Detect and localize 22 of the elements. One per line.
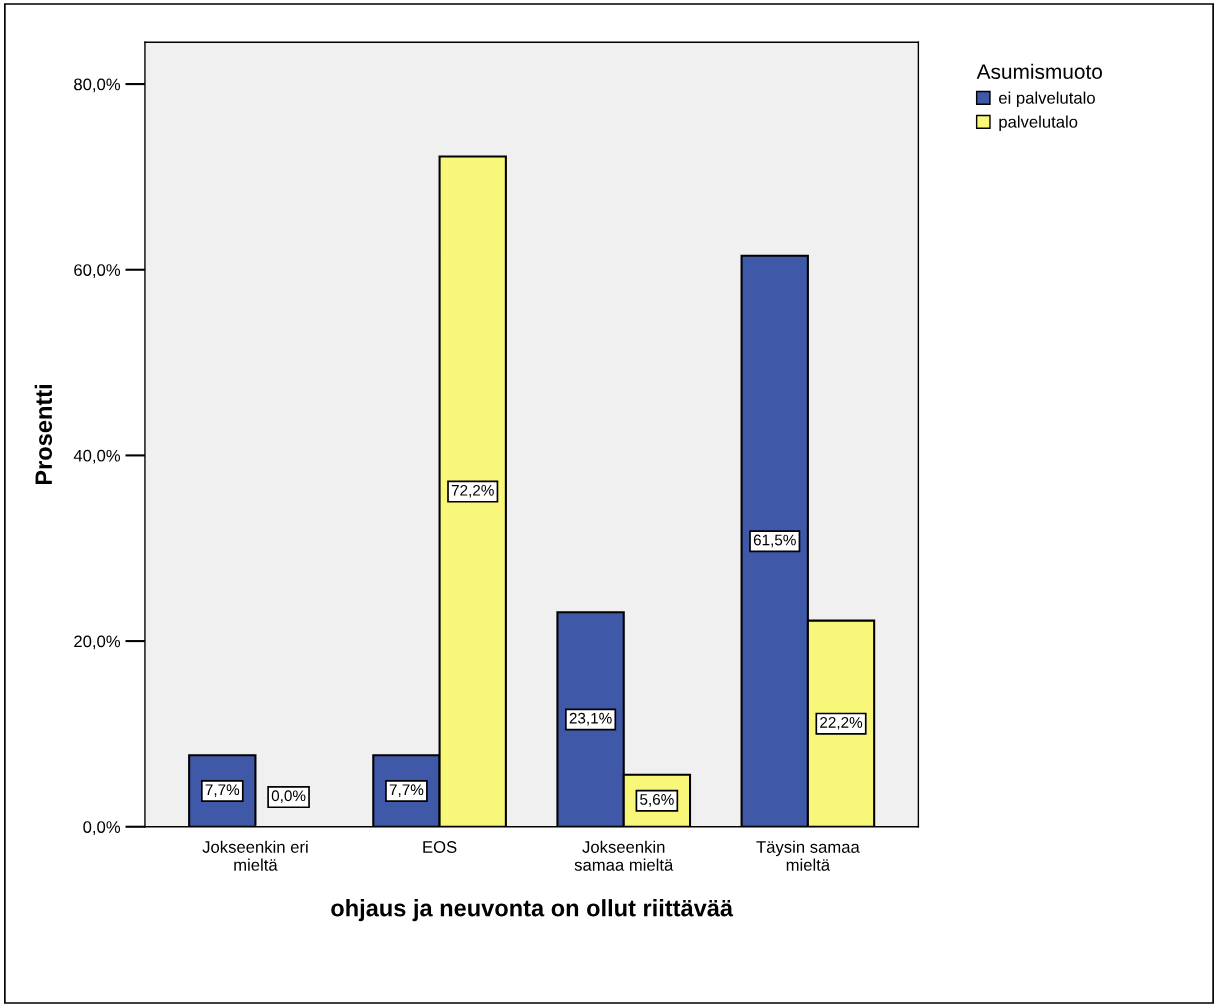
data-label: 61,5% — [753, 534, 796, 548]
data-label: 5,6% — [640, 794, 674, 807]
y-tick-label: 20,0% — [74, 635, 121, 650]
x-tick-label: Jokseenkin samaa mieltä — [574, 840, 674, 871]
legend-label: palvelutalo — [999, 115, 1078, 132]
data-label: 72,2% — [451, 484, 494, 498]
y-tick-label: 80,0% — [74, 78, 121, 93]
x-tick-label: Täysin samaa mieltä — [756, 840, 860, 871]
data-label: 7,7% — [205, 784, 240, 797]
data-label: 0,0% — [271, 790, 306, 803]
data-label: 22,2% — [820, 716, 863, 730]
legend-label: ei palvelutalo — [999, 91, 1095, 108]
y-tick-label: 60,0% — [74, 264, 121, 278]
y-tick-label: 0,0% — [83, 821, 121, 835]
y-tick-label: 40,0% — [73, 449, 121, 464]
x-tick-label: EOS — [423, 841, 457, 853]
y-axis-title: Prosentti — [34, 385, 53, 485]
x-axis-title: ohjaus ja neuvonta on ollut riittävää — [331, 899, 734, 922]
x-tick-label: Jokseenkin eri mieltä — [202, 840, 308, 871]
legend-title: Asumismuoto — [976, 63, 1102, 80]
data-label: 23,1% — [569, 712, 612, 726]
data-label: 7,7% — [389, 784, 424, 797]
